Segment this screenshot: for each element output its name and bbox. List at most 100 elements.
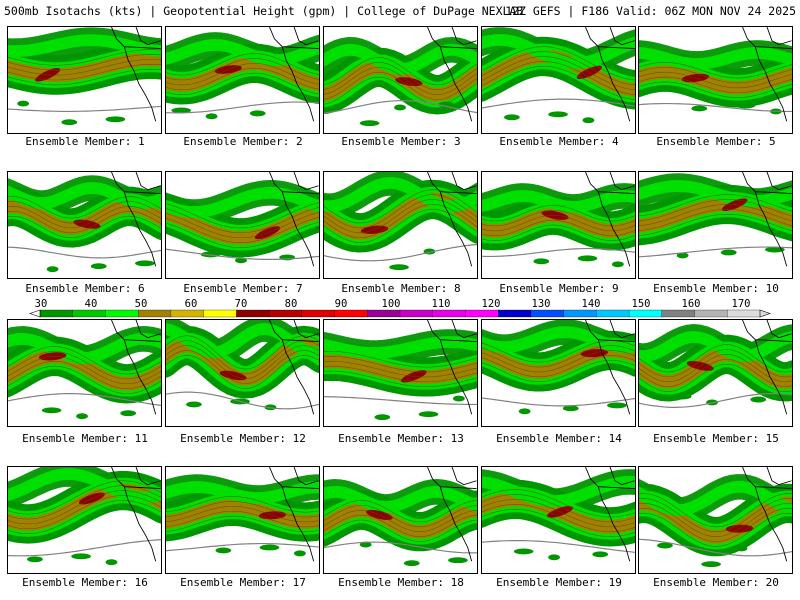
jet-stream-bands — [482, 320, 635, 415]
ensemble-map-member-17 — [165, 466, 320, 574]
ensemble-map-member-4 — [481, 26, 636, 134]
ensemble-map-member-16 — [7, 466, 162, 574]
coastline — [111, 27, 161, 122]
ensemble-map-member-1 — [7, 26, 162, 134]
ensemble-member-label: Ensemble Member: 10 — [653, 282, 779, 295]
height-contour — [639, 102, 792, 112]
coastline — [585, 467, 635, 562]
colorbar-tick-label: 150 — [632, 298, 651, 310]
colorbar-segment — [334, 309, 368, 318]
coastline — [269, 467, 319, 562]
height-contour — [8, 105, 161, 112]
ensemble-member-label: Ensemble Member: 17 — [180, 576, 306, 589]
coastline — [269, 172, 319, 267]
height-contour — [482, 247, 635, 257]
ensemble-member-label: Ensemble Member: 19 — [496, 576, 622, 589]
coastline — [585, 320, 635, 415]
coastline — [742, 320, 792, 415]
ensemble-map-member-2 — [165, 26, 320, 134]
colorbar-segment — [596, 309, 630, 318]
coastline — [427, 27, 477, 122]
ensemble-map-member-18 — [323, 466, 478, 574]
jet-stream-bands — [166, 474, 319, 557]
coastline — [111, 467, 161, 562]
colorbar-segment — [367, 309, 401, 318]
ensemble-map-member-11 — [7, 319, 162, 427]
coastline — [269, 320, 319, 415]
ensemble-member-label: Ensemble Member: 7 — [183, 282, 303, 295]
colorbar-tick-label: 120 — [482, 298, 501, 310]
colorbar-segment — [105, 309, 139, 318]
isotach-map-7 — [166, 172, 319, 267]
height-contour — [639, 538, 792, 557]
ensemble-map-member-3 — [323, 26, 478, 134]
isotach-map-12 — [166, 320, 319, 415]
isotach-map-17 — [166, 467, 319, 562]
coastline — [742, 467, 792, 562]
header-title: 500mb Isotachs (kts) | Geopotential Heig… — [4, 4, 524, 18]
colorbar-segment — [563, 309, 597, 318]
isotach-map-9 — [482, 172, 635, 268]
header-run-info: 12Z GEFS | F186 Valid: 06Z MON NOV 24 20… — [505, 4, 796, 18]
colorbar-segment — [465, 309, 499, 318]
colorbar-segment — [39, 309, 74, 318]
colorbar-tick-label: 30 — [35, 298, 48, 310]
colorbar-tick-label: 80 — [285, 298, 298, 310]
ensemble-member-label: Ensemble Member: 18 — [338, 576, 464, 589]
isotach-map-6 — [8, 172, 161, 273]
colorbar-segment — [498, 309, 532, 318]
colorbar-tick-label: 90 — [335, 298, 348, 310]
height-contour — [639, 393, 792, 408]
isotach-map-15 — [639, 320, 792, 415]
height-contour — [324, 100, 477, 114]
jet-stream-bands — [482, 27, 635, 124]
colorbar-tick-label: 50 — [135, 298, 148, 310]
jet-stream-bands — [324, 479, 477, 567]
colorbar-tick-label: 40 — [85, 298, 98, 310]
jet-stream-bands — [166, 180, 319, 264]
ensemble-member-label: Ensemble Member: 16 — [22, 576, 148, 589]
ensemble-member-label: Ensemble Member: 11 — [22, 432, 148, 445]
ensemble-map-member-6 — [7, 171, 162, 279]
jet-stream-bands — [639, 173, 792, 259]
ensemble-member-label: Ensemble Member: 20 — [653, 576, 779, 589]
ensemble-member-label: Ensemble Member: 14 — [496, 432, 622, 445]
ensemble-member-label: Ensemble Member: 4 — [499, 135, 619, 148]
coastline — [585, 172, 635, 267]
colorbar-segment — [530, 309, 565, 318]
ensemble-member-label: Ensemble Member: 6 — [25, 282, 145, 295]
jet-stream-bands — [324, 172, 477, 271]
jet-stream-bands — [482, 469, 635, 561]
ensemble-member-label: Ensemble Member: 3 — [341, 135, 461, 148]
plot-header: 500mb Isotachs (kts) | Geopotential Heig… — [4, 4, 796, 22]
ensemble-map-member-15 — [638, 319, 793, 427]
jet-stream-bands — [8, 467, 161, 566]
colorbar-segment — [138, 309, 172, 318]
coastline — [427, 172, 477, 267]
coastline — [111, 172, 161, 267]
ensemble-map-member-7 — [165, 171, 320, 279]
isotach-map-11 — [8, 320, 161, 420]
colorbar-segment — [661, 309, 695, 318]
jet-stream-bands — [324, 36, 477, 127]
ensemble-map-member-9 — [481, 171, 636, 279]
colorbar-segment — [628, 309, 663, 318]
ensemble-member-label: Ensemble Member: 5 — [656, 135, 776, 148]
colorbar-tick-label: 110 — [432, 298, 451, 310]
colorbar-segment — [727, 309, 761, 318]
ensemble-member-label: Ensemble Member: 13 — [338, 432, 464, 445]
height-contour — [166, 391, 319, 410]
isotach-map-14 — [482, 320, 635, 415]
colorbar-svg: 30 40 50 60 70 80 90 100 110 120 130 140 150 160 170 — [29, 298, 771, 318]
height-contour — [482, 540, 635, 553]
isotach-map-8 — [324, 172, 477, 271]
ensemble-map-member-13 — [323, 319, 478, 427]
ensemble-map-member-19 — [481, 466, 636, 574]
colorbar-left-arrow — [29, 309, 41, 318]
isotach-map-19 — [482, 467, 635, 562]
height-contour — [8, 246, 161, 259]
colorbar-tick-label: 130 — [532, 298, 551, 310]
colorbar-tick-label: 60 — [185, 298, 198, 310]
jet-stream-bands — [482, 183, 635, 268]
